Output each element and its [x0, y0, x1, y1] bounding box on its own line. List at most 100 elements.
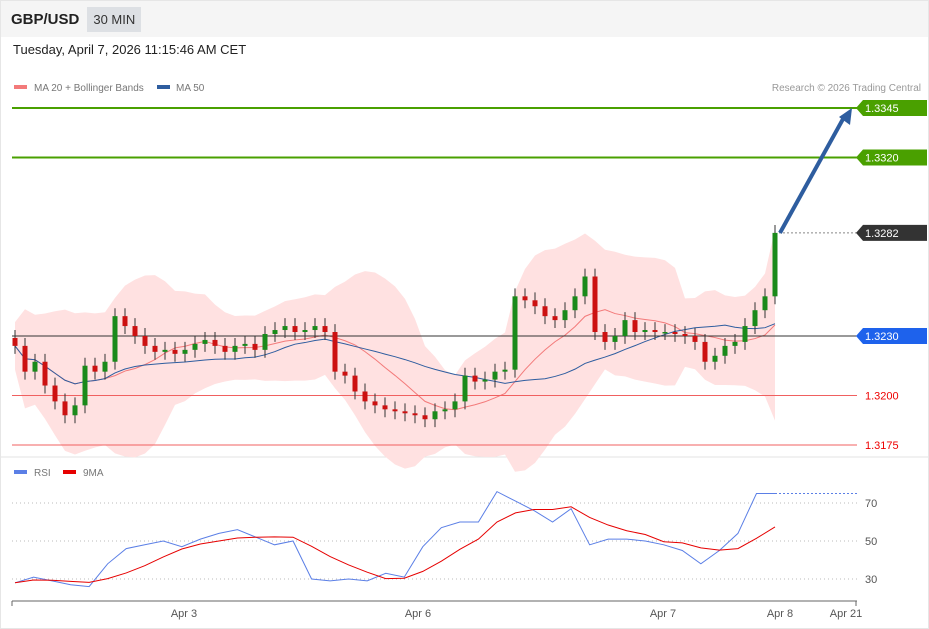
candle: [532, 300, 538, 307]
x-tick-label: Apr 3: [171, 608, 197, 620]
ma20-legend-swatch: [14, 85, 27, 89]
candle: [162, 349, 168, 352]
candle: [512, 296, 518, 370]
rsi-legend: RSI: [34, 468, 51, 479]
candle: [92, 365, 98, 372]
copyright: Research © 2026 Trading Central: [772, 83, 921, 94]
last-price-label-bg: [856, 224, 927, 241]
rsi-tick: 70: [865, 498, 877, 510]
candle: [502, 369, 508, 372]
candle: [122, 316, 128, 327]
candle: [232, 345, 238, 352]
candle: [652, 330, 658, 333]
candle: [732, 341, 738, 346]
candle: [292, 326, 298, 333]
candle: [202, 339, 208, 344]
support-label: 1.3200: [865, 390, 899, 402]
candle: [572, 296, 578, 311]
candle: [82, 365, 88, 406]
resistance-label: 1.3345: [865, 103, 899, 115]
candle: [132, 326, 138, 336]
candle: [192, 343, 198, 350]
rsi-ma-legend: 9MA: [83, 468, 104, 479]
candle: [62, 401, 68, 416]
datetime: Tuesday, April 7, 2026 11:15:46 AM CET: [13, 42, 247, 57]
candle: [442, 409, 448, 412]
candle: [402, 411, 408, 414]
candle: [32, 361, 38, 372]
candle: [662, 332, 668, 334]
candle: [362, 391, 368, 402]
candle: [552, 316, 558, 321]
candle: [392, 409, 398, 412]
candle: [22, 345, 28, 372]
pivot-label-bg: [856, 327, 927, 344]
candle: [722, 345, 728, 356]
ma50-legend: MA 50: [176, 83, 205, 94]
candle: [12, 337, 18, 346]
candle: [332, 332, 338, 372]
candle: [312, 326, 318, 331]
candle: [242, 343, 248, 346]
candle: [482, 379, 488, 382]
candle: [112, 316, 118, 362]
candle: [222, 345, 228, 352]
forecast-arrowhead: [839, 108, 852, 125]
rsi-line: [14, 490, 775, 588]
candle: [432, 411, 438, 420]
candle: [762, 296, 768, 311]
timeframe-button[interactable]: 30 MIN: [87, 6, 142, 32]
bollinger-band: [15, 229, 775, 472]
candle: [742, 326, 748, 342]
ma50-line: [14, 323, 776, 385]
candle: [622, 320, 628, 336]
candle: [422, 415, 428, 420]
candle: [492, 371, 498, 380]
resistance-label-bg: [856, 100, 927, 116]
candle: [632, 320, 638, 333]
candle: [592, 276, 598, 333]
candle: [562, 310, 568, 321]
candle: [42, 361, 48, 386]
candle: [152, 345, 158, 352]
candle: [172, 349, 178, 354]
candle: [272, 330, 278, 334]
x-tick-label: Apr 7: [650, 608, 676, 620]
candle: [212, 339, 218, 346]
candle: [52, 385, 58, 402]
resistance-label: 1.3320: [865, 153, 899, 165]
candle: [102, 361, 108, 372]
ma50-legend-swatch: [157, 85, 170, 89]
x-tick-label: Apr 6: [405, 608, 431, 620]
candle: [382, 405, 388, 410]
candle: [322, 326, 328, 333]
candle: [772, 232, 778, 297]
forecast-arrow: [778, 118, 845, 234]
candle: [472, 375, 478, 382]
resistance-label-bg: [856, 149, 927, 166]
x-tick-label: Apr 8: [767, 608, 793, 620]
last-price-label: 1.3282: [865, 228, 899, 240]
rsi-tick: 50: [865, 536, 877, 548]
candle: [612, 335, 618, 342]
candle: [582, 276, 588, 297]
candle: [412, 413, 418, 416]
x-tick-label: Apr 21: [830, 608, 862, 620]
candle: [352, 375, 358, 392]
pivot-label: 1.3230: [865, 331, 899, 343]
candle: [702, 341, 708, 362]
candle: [72, 405, 78, 416]
candle: [752, 310, 758, 327]
rsi-tick: 30: [865, 574, 877, 586]
rsi-ma-legend-swatch: [63, 470, 76, 474]
candle: [672, 332, 678, 334]
candle: [282, 326, 288, 331]
candle: [642, 330, 648, 333]
candle: [252, 343, 258, 350]
candle: [522, 296, 528, 301]
header: GBP/USD 30 MIN: [1, 1, 928, 37]
candle: [602, 332, 608, 342]
candle: [142, 335, 148, 346]
